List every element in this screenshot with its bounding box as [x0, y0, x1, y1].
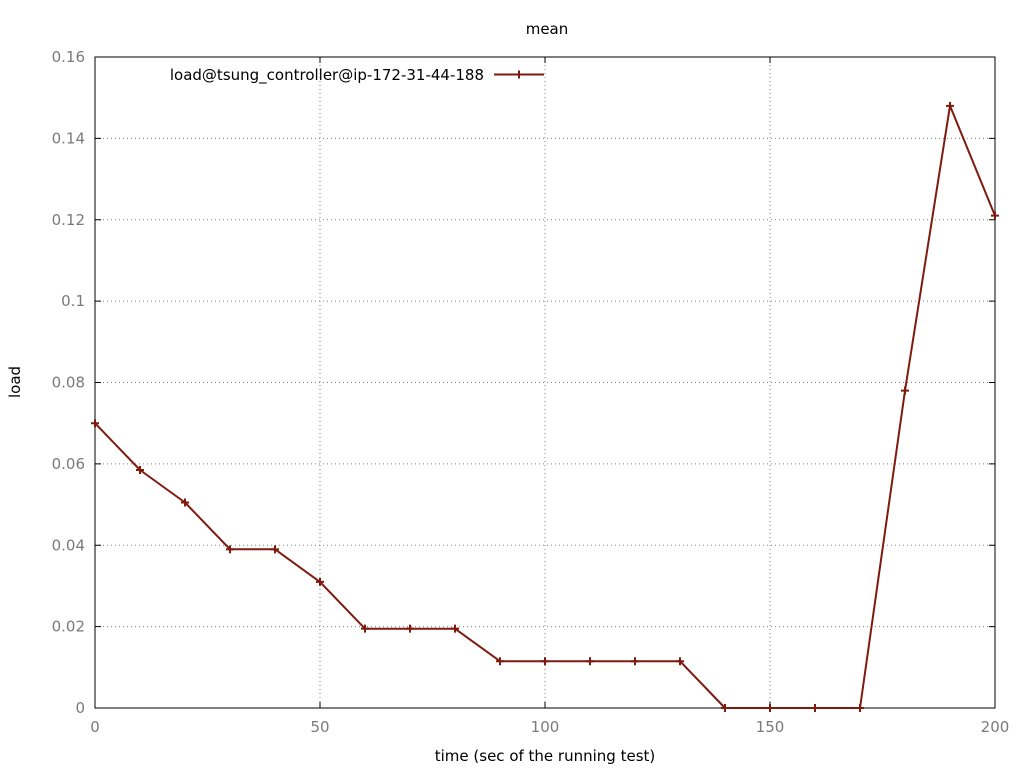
y-tick-label: 0.12 — [52, 211, 85, 229]
ticks: 0 0.02 0.04 0.06 0.08 0.1 0.12 0.14 0.16 0 50 100 15… — [52, 48, 1010, 736]
x-tick-label: 50 — [310, 718, 329, 736]
y-axis-label: load — [6, 366, 24, 398]
x-tick-label: 0 — [90, 718, 100, 736]
y-tick-label: 0.04 — [52, 536, 85, 554]
data-point — [91, 419, 99, 428]
data-point — [811, 704, 819, 712]
x-tick-label: 200 — [981, 718, 1010, 736]
data-point — [856, 704, 864, 712]
x-axis-label: time (sec of the running test) — [435, 747, 656, 765]
data-point — [946, 101, 954, 110]
y-tick-label: 0.06 — [52, 455, 85, 473]
data-point — [676, 657, 684, 666]
data-point — [766, 704, 774, 712]
data-point — [991, 211, 999, 220]
y-tick-label: 0.1 — [61, 292, 85, 310]
x-tick-label: 100 — [531, 718, 560, 736]
chart-title: mean — [526, 20, 569, 38]
series — [91, 101, 999, 712]
data-point — [586, 657, 594, 666]
data-point — [181, 498, 189, 507]
data-point — [721, 704, 729, 712]
data-point — [271, 545, 279, 554]
y-tick-label: 0 — [75, 699, 85, 717]
legend: load@tsung_controller@ip-172-31-44-188 — [170, 66, 544, 85]
x-tick-label: 150 — [756, 718, 785, 736]
y-tick-label: 0.02 — [52, 618, 85, 636]
legend-swatch-marker — [515, 70, 523, 79]
grid — [95, 57, 995, 708]
data-point — [451, 624, 459, 633]
y-tick-label: 0.16 — [52, 48, 85, 66]
data-point — [136, 465, 144, 474]
data-point — [226, 545, 234, 554]
data-point — [496, 657, 504, 666]
data-point — [361, 624, 369, 633]
data-point — [901, 386, 909, 395]
data-point — [631, 657, 639, 666]
legend-label: load@tsung_controller@ip-172-31-44-188 — [170, 66, 484, 85]
data-point — [541, 657, 549, 666]
y-tick-label: 0.14 — [52, 129, 85, 147]
data-point — [316, 577, 324, 586]
y-tick-label: 0.08 — [52, 374, 85, 392]
data-point — [406, 624, 414, 633]
